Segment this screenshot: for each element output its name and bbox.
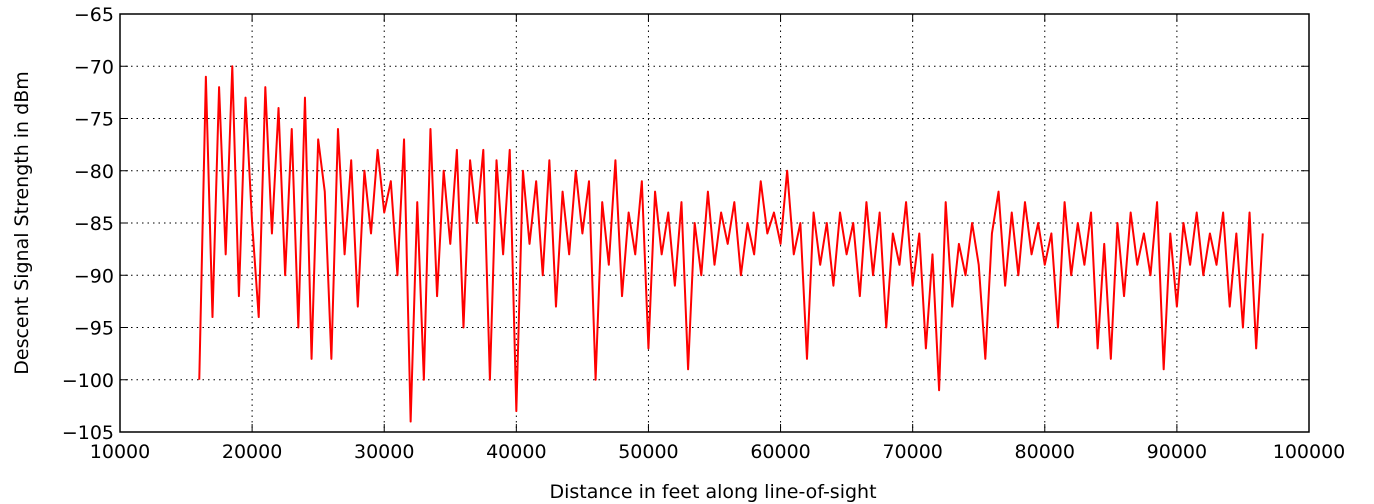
y-tick-label: −65 [74,4,114,26]
y-tick-label: −75 [74,109,114,131]
x-tick-label: 50000 [618,441,678,463]
y-tick-label: −85 [74,213,114,235]
series-line [198,65,1264,423]
x-tick-label: 90000 [1147,441,1207,463]
y-tick-label: −95 [74,318,114,340]
x-tick-label: 20000 [222,441,282,463]
plot-frame [119,13,1310,433]
x-tick-label: 100000 [1273,441,1346,463]
x-tick-label: 40000 [486,441,546,463]
x-tick-label: 80000 [1015,441,1075,463]
x-tick-label: 70000 [882,441,942,463]
x-tick-label: 60000 [750,441,810,463]
x-axis-label: Distance in feet along line-of-sight [549,481,876,503]
y-tick-label: −70 [74,56,114,78]
x-tick-label: 10000 [90,441,150,463]
y-axis-label: Descent Signal Strength in dBm [11,71,33,374]
x-tick-label: 30000 [354,441,414,463]
y-tick-label: −100 [62,370,114,392]
y-tick-label: −90 [74,265,114,287]
y-tick-label: −105 [62,422,114,444]
y-tick-label: −80 [74,161,114,183]
